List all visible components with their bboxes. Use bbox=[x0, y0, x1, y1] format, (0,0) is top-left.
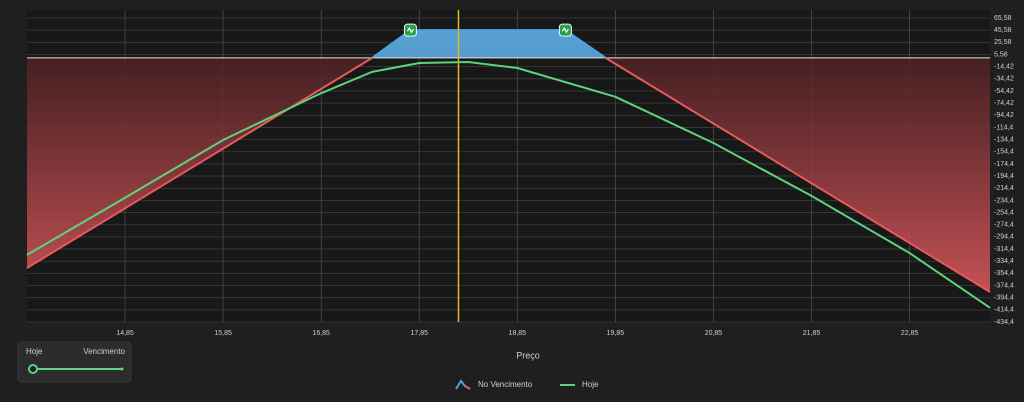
expiry-line bbox=[26, 57, 991, 293]
strike-marker-icon bbox=[406, 26, 414, 34]
y-tick-label: -114,4 bbox=[994, 124, 1013, 131]
expiry-line-profit bbox=[370, 29, 608, 58]
y-tick-label: -194,4 bbox=[994, 173, 1014, 180]
slider-panel bbox=[17, 341, 132, 383]
slider-handle[interactable] bbox=[28, 364, 38, 374]
y-tick-label: -54,42 bbox=[994, 88, 1014, 95]
y-tick-label: -354,4 bbox=[994, 270, 1014, 277]
slider-label: Vencimento bbox=[83, 347, 125, 356]
y-tick-label: -434,4 bbox=[994, 319, 1014, 326]
y-tick-label: -154,4 bbox=[994, 149, 1014, 156]
x-tick-label: 15,85 bbox=[214, 330, 232, 337]
y-tick-label: -274,4 bbox=[994, 222, 1014, 229]
y-tick-label: 25,58 bbox=[994, 39, 1012, 46]
y-tick-label: -394,4 bbox=[994, 295, 1014, 302]
x-tick-label: 16,85 bbox=[312, 330, 330, 337]
y-tick-label: -14,42 bbox=[994, 63, 1014, 70]
profit-area bbox=[27, 30, 990, 58]
x-tick-label: 17,85 bbox=[410, 330, 428, 337]
today-line bbox=[26, 61, 991, 309]
y-tick-label: -94,42 bbox=[994, 112, 1014, 119]
y-tick-label: 5,58 bbox=[994, 51, 1008, 58]
x-tick-label: 20,85 bbox=[705, 330, 723, 337]
x-tick-label: 18,85 bbox=[509, 330, 527, 337]
y-tick-label: -254,4 bbox=[994, 209, 1014, 216]
y-tick-label: -134,4 bbox=[994, 136, 1014, 143]
y-tick-label: -374,4 bbox=[994, 282, 1014, 289]
y-tick-label: 45,58 bbox=[994, 27, 1012, 34]
y-tick-label: -74,42 bbox=[994, 100, 1014, 107]
y-tick-label: -294,4 bbox=[994, 234, 1014, 241]
y-tick-label: 65,58 bbox=[994, 15, 1012, 22]
strike-marker-icon bbox=[561, 26, 569, 34]
loss-area bbox=[27, 57, 990, 292]
x-tick-label: 14,85 bbox=[116, 330, 134, 337]
legend-label: No Vencimento bbox=[478, 380, 533, 389]
slider-end bbox=[120, 367, 124, 371]
time-slider[interactable]: Hoje Vencimento bbox=[17, 341, 132, 383]
y-tick-label: -34,42 bbox=[994, 76, 1014, 83]
x-tick-label: 19,85 bbox=[607, 330, 625, 337]
y-tick-label: -174,4 bbox=[994, 161, 1014, 168]
slider-label: Hoje bbox=[26, 347, 43, 356]
x-axis-label: Preço bbox=[516, 350, 540, 360]
y-tick-label: -214,4 bbox=[994, 185, 1014, 192]
y-tick-label: -314,4 bbox=[994, 246, 1014, 253]
legend-icon bbox=[464, 385, 471, 390]
x-tick-label: 22,85 bbox=[901, 330, 919, 337]
y-tick-label: -414,4 bbox=[994, 307, 1014, 314]
legend: No Vencimento Hoje bbox=[455, 379, 599, 390]
legend-label: Hoje bbox=[582, 380, 599, 389]
x-tick-label: 21,85 bbox=[803, 330, 821, 337]
y-tick-label: -234,4 bbox=[994, 197, 1014, 204]
y-tick-label: -334,4 bbox=[994, 258, 1014, 265]
